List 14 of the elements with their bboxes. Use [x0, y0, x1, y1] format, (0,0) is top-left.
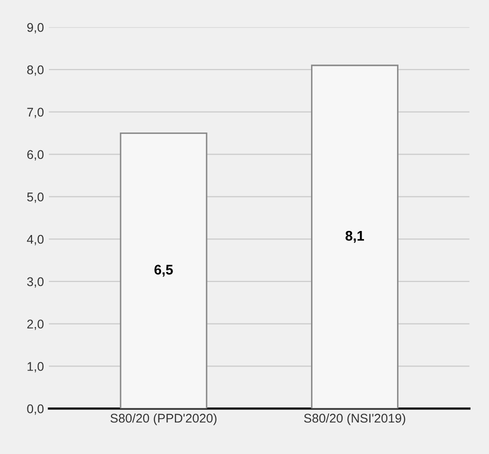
y-tick-label: 5,0 — [27, 192, 44, 203]
y-tick-label: 4,0 — [26, 234, 44, 246]
y-tick-label: 9,0 — [27, 23, 44, 34]
y-tick-label: 0,0 — [27, 404, 44, 415]
y-tick-label: 6,0 — [27, 150, 44, 160]
y-tick-label: 8,0 — [27, 65, 44, 76]
x-tick-label: S80/20 (NSI'2019) — [304, 413, 406, 426]
data-label: 6,5 — [154, 264, 173, 277]
y-tick-label: 2,0 — [27, 320, 44, 330]
y-tick-label: 3,0 — [27, 277, 44, 288]
y-tick-label: 7,0 — [27, 108, 44, 118]
y-tick-label: 1,0 — [28, 362, 44, 372]
x-tick-label: S80/20 (PPD'2020) — [110, 413, 216, 426]
data-label: 8,1 — [346, 230, 364, 243]
